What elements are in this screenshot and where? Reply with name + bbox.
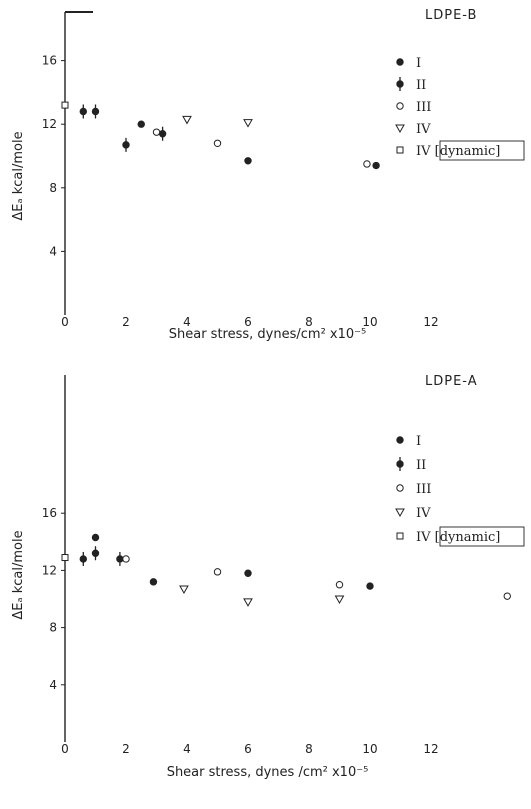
y-tick-label: 16 (42, 54, 57, 68)
legend-series-iv-dynamic-marker (396, 146, 404, 154)
point-series-iv (243, 598, 253, 607)
legend-series-ii-marker (396, 80, 404, 88)
point-series-iv (179, 585, 189, 594)
point-series-ii (158, 130, 167, 138)
x-tick-label: 8 (305, 742, 313, 756)
legend-series-i-marker (396, 58, 404, 66)
point-series-iv-dynamic (61, 101, 69, 109)
point-series-i (372, 161, 380, 170)
x-tick-label: 8 (305, 315, 313, 329)
point-series-i (91, 533, 100, 542)
legend-series-iii-marker (396, 102, 404, 110)
point-series-i (137, 120, 145, 128)
point-series-iv-dynamic (61, 554, 69, 562)
x-tick-label: 12 (423, 315, 438, 329)
point-series-i (366, 582, 374, 590)
x-tick-label: 0 (61, 742, 69, 756)
legend-series-iv-label: IV (416, 506, 431, 521)
x-tick-label: 2 (122, 742, 130, 756)
x-tick-label: 2 (122, 315, 130, 329)
y-axis-label: ΔEₐ kcal/mole (11, 131, 26, 220)
panel-title: LDPE-B (425, 8, 477, 23)
y-axis-label: ΔEₐ kcal/mole (11, 530, 26, 619)
y-tick-label: 8 (49, 621, 57, 635)
point-series-iii (213, 568, 222, 576)
x-tick-label: 4 (183, 742, 191, 756)
point-series-ii (91, 549, 100, 557)
point-series-iv (243, 119, 253, 128)
point-series-iii (213, 139, 222, 147)
x-tick-label: 4 (183, 315, 191, 329)
legend-series-iii-marker (396, 484, 404, 492)
y-tick-label: 16 (42, 506, 57, 520)
legend-series-i-marker (396, 436, 404, 444)
point-series-iii (503, 592, 511, 600)
chart-panel-ldpe-a: 4 8 12 16 0 2 4 6 8 10 12 Shear stress, dynes /cm² … (11, 374, 525, 780)
x-tick-label: 6 (244, 315, 252, 329)
legend-series-iii-label: III (416, 100, 431, 115)
point-series-i (244, 569, 252, 577)
x-tick-label: 10 (362, 315, 377, 329)
x-axis-label: Shear stress, dynes /cm² x10⁻⁵ (167, 765, 369, 780)
panel-title: LDPE-A (425, 374, 478, 389)
point-series-i (149, 578, 158, 586)
legend-series-ii-label: II (416, 458, 426, 473)
x-axis-label: Shear stress, dynes/cm² x10⁻⁵ (169, 327, 366, 342)
x-tick-label: 6 (244, 742, 252, 756)
legend-series-i-label: I (416, 434, 421, 449)
legend-dynamic-box (439, 526, 525, 547)
point-series-ii (79, 555, 88, 563)
point-series-iii (363, 160, 371, 168)
point-series-ii (91, 107, 100, 116)
legend-series-iv-label: IV (416, 122, 431, 137)
x-tick-label: 10 (362, 742, 377, 756)
point-series-iii (152, 128, 161, 136)
y-tick-label: 12 (42, 563, 57, 577)
legend-series-iii-label: III (416, 482, 431, 497)
legend-series-ii-marker (396, 460, 404, 468)
legend-series-iv-dynamic-marker (396, 532, 404, 540)
legend-series-i-label: I (416, 56, 421, 71)
point-series-iv (182, 115, 192, 125)
point-series-i (244, 157, 252, 165)
y-tick-label: 4 (49, 678, 57, 692)
point-series-ii (116, 555, 124, 563)
y-tick-label: 8 (49, 181, 57, 195)
chart-panel-ldpe-b: 4 8 12 16 0 2 4 6 8 10 12 Shear stress, dynes/cm² x… (11, 8, 525, 342)
legend-series-iv-dynamic-label: IV [dynamic] (416, 144, 500, 159)
point-series-iii (122, 555, 130, 563)
y-tick-label: 4 (49, 244, 57, 258)
legend-series-iv-marker (395, 508, 405, 518)
point-series-ii (79, 107, 88, 116)
legend-series-iv-marker (395, 124, 405, 134)
legend-series-ii-label: II (416, 78, 426, 93)
point-series-iv (334, 595, 345, 605)
x-tick-label: 0 (61, 315, 69, 329)
point-series-iii (335, 581, 344, 589)
point-series-ii (122, 141, 130, 149)
legend-series-iv-dynamic-label: IV [dynamic] (416, 530, 500, 545)
x-tick-label: 12 (423, 742, 438, 756)
y-tick-label: 12 (42, 117, 57, 131)
legend-dynamic-box (439, 140, 525, 161)
